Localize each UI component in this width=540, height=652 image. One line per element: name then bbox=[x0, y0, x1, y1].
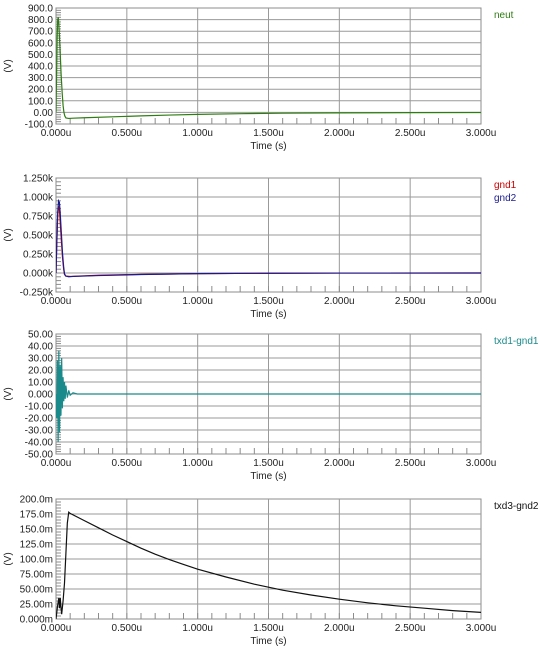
x-tick-label: 1.000u bbox=[182, 128, 213, 139]
x-tick-label: 2.000u bbox=[324, 458, 355, 469]
chart-panel-3: 0.000u 0.500u 1.000u 1.500u 2.000u 2.500u 3.00… bbox=[3, 330, 539, 483]
series-line-gnd2 bbox=[56, 198, 481, 278]
y-tick-label: 1.000k bbox=[23, 193, 54, 204]
x-tick-label: 2.000u bbox=[324, 296, 355, 307]
y-tick-label: -0.250k bbox=[20, 288, 54, 299]
y-tick-label: 75.00m bbox=[20, 570, 53, 581]
x-tick-label: 0.500u bbox=[112, 296, 143, 307]
y-tick-label: 0.750k bbox=[23, 212, 54, 223]
y-tick-label: -30.00 bbox=[25, 426, 54, 437]
legend-entry: txd3-gnd2 bbox=[494, 501, 539, 512]
x-tick-label: 1.000u bbox=[182, 623, 213, 634]
x-tick-label: 3.000u bbox=[466, 296, 497, 307]
y-tick-label: 0.000m bbox=[20, 615, 53, 626]
legend-entry: gnd1 bbox=[494, 180, 517, 191]
y-axis-label: (V) bbox=[3, 552, 14, 565]
y-axis-label: (V) bbox=[3, 387, 14, 400]
y-tick-label: 200.0 bbox=[28, 85, 53, 96]
y-tick-label: 30.00 bbox=[28, 354, 53, 365]
y-tick-label: 600.0 bbox=[28, 38, 53, 49]
x-tick-label: 2.000u bbox=[324, 623, 355, 634]
series-line-txd1-gnd1 bbox=[56, 350, 481, 443]
y-tick-label: 800.0 bbox=[28, 15, 53, 26]
x-tick-label: 3.000u bbox=[466, 623, 497, 634]
y-tick-label: 900.0 bbox=[28, 4, 53, 15]
x-axis-label: Time (s) bbox=[250, 636, 286, 647]
y-tick-label: 175.0m bbox=[20, 510, 53, 521]
y-tick-label: 0.00 bbox=[34, 108, 54, 119]
series-line-neut bbox=[56, 17, 481, 120]
y-tick-label: -50.00 bbox=[25, 450, 54, 461]
y-tick-label: 1.250k bbox=[23, 174, 54, 185]
x-tick-label: 3.000u bbox=[466, 128, 497, 139]
x-tick-label: 3.000u bbox=[466, 458, 497, 469]
y-tick-label: 0.250k bbox=[23, 250, 54, 261]
x-tick-label: 1.500u bbox=[253, 623, 284, 634]
y-tick-label: -40.00 bbox=[25, 438, 54, 449]
x-tick-label: 2.500u bbox=[395, 623, 426, 634]
y-tick-label: 0.000k bbox=[23, 269, 54, 280]
y-tick-label: 100.0m bbox=[20, 555, 53, 566]
y-tick-label: 0.000 bbox=[28, 390, 53, 401]
x-tick-label: 0.000u bbox=[41, 458, 72, 469]
x-tick-label: 0.500u bbox=[112, 623, 143, 634]
y-tick-label: 50.00m bbox=[20, 585, 53, 596]
x-tick-label: 1.000u bbox=[182, 296, 213, 307]
x-tick-label: 2.500u bbox=[395, 296, 426, 307]
x-tick-label: 0.500u bbox=[112, 458, 143, 469]
series-line-txd3-gnd2 bbox=[56, 511, 481, 619]
y-tick-label: 500.0 bbox=[28, 50, 53, 61]
y-axis-label: (V) bbox=[3, 228, 14, 241]
x-tick-label: 1.500u bbox=[253, 128, 284, 139]
y-tick-label: 300.0 bbox=[28, 73, 53, 84]
chart-panel-1: 0.000u 0.500u 1.000u 1.500u 2.000u 2.500u 3.00… bbox=[3, 4, 514, 153]
x-tick-label: 1.500u bbox=[253, 458, 284, 469]
chart-panel-2: 0.000u 0.500u 1.000u 1.500u 2.000u 2.500u 3.00… bbox=[3, 174, 517, 321]
x-tick-label: 0.000u bbox=[41, 623, 72, 634]
y-tick-label: -20.00 bbox=[25, 414, 54, 425]
x-axis-label: Time (s) bbox=[250, 309, 286, 320]
x-tick-label: 2.500u bbox=[395, 128, 426, 139]
y-tick-label: 0.500k bbox=[23, 231, 54, 242]
legend-entry: neut bbox=[494, 10, 514, 21]
x-tick-label: 0.500u bbox=[112, 128, 143, 139]
y-tick-label: 50.00 bbox=[28, 330, 53, 341]
y-tick-label: 100.0 bbox=[28, 96, 53, 107]
chart-panel-4: 0.000u 0.500u 1.000u 1.500u 2.000u 2.500u 3.00… bbox=[3, 495, 539, 648]
y-tick-label: 400.0 bbox=[28, 62, 53, 73]
y-tick-label: 20.00 bbox=[28, 366, 53, 377]
x-tick-label: 2.000u bbox=[324, 128, 355, 139]
y-tick-label: -10.00 bbox=[25, 402, 54, 413]
x-tick-label: 0.000u bbox=[41, 296, 72, 307]
y-tick-label: 700.0 bbox=[28, 27, 53, 38]
legend-entry: txd1-gnd1 bbox=[494, 336, 539, 347]
x-tick-label: 0.000u bbox=[41, 128, 72, 139]
x-tick-label: 1.500u bbox=[253, 296, 284, 307]
x-axis-label: Time (s) bbox=[250, 471, 286, 482]
y-tick-label: 125.0m bbox=[20, 540, 53, 551]
y-tick-label: 200.0m bbox=[20, 495, 53, 506]
x-tick-label: 2.500u bbox=[395, 458, 426, 469]
x-axis-label: Time (s) bbox=[250, 141, 286, 152]
y-tick-label: 25.00m bbox=[20, 600, 53, 611]
x-tick-label: 1.000u bbox=[182, 458, 213, 469]
legend-entry: gnd2 bbox=[494, 193, 517, 204]
y-tick-label: 40.00 bbox=[28, 342, 53, 353]
y-tick-label: 10.00 bbox=[28, 378, 53, 389]
y-tick-label: 150.0m bbox=[20, 525, 53, 536]
y-tick-label: -100.0 bbox=[25, 120, 54, 131]
y-axis-label: (V) bbox=[3, 59, 14, 72]
